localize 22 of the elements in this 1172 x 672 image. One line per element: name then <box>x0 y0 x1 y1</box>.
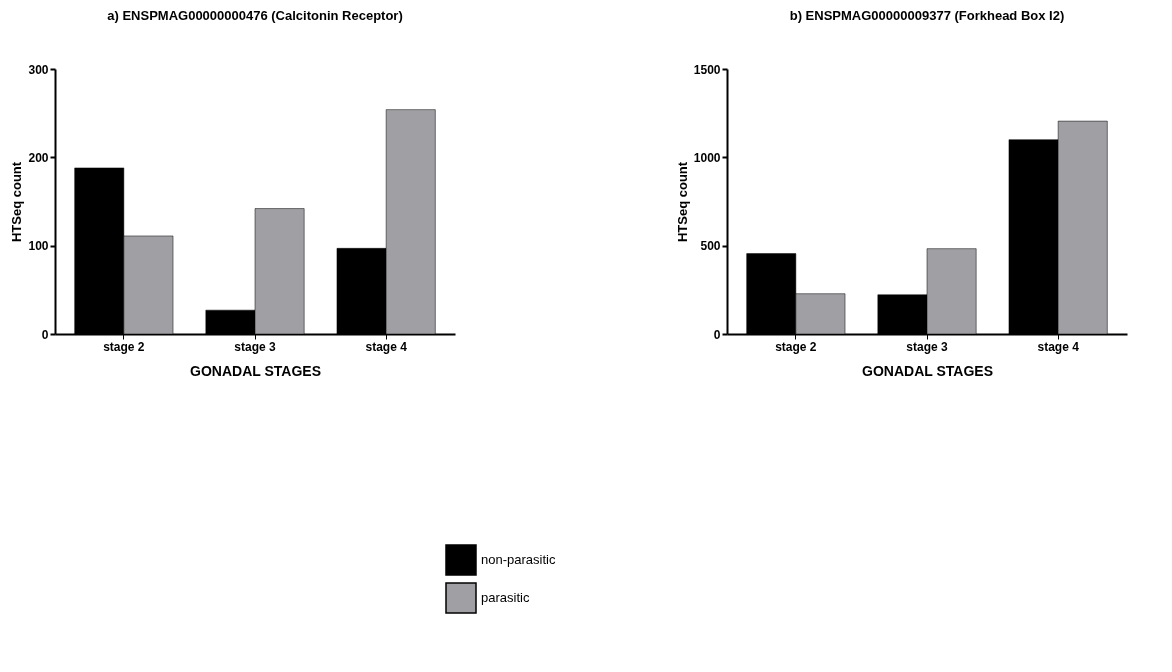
x-tick-label: stage 3 <box>906 339 948 354</box>
x-axis-title: GONADAL STAGES <box>190 362 321 379</box>
y-tick-label: 1000 <box>693 150 721 165</box>
x-axis-title: GONADAL STAGES <box>862 362 993 379</box>
x-tick-label: stage 2 <box>103 339 145 354</box>
chart-title: a) ENSPMAG00000000476 (Calcitonin Receptor) <box>107 8 403 23</box>
y-tick-label: 200 <box>28 150 49 165</box>
legend-label: non-parasitic <box>481 552 556 567</box>
x-tick-label: stage 4 <box>1037 339 1080 354</box>
x-tick-label: stage 4 <box>365 339 408 354</box>
y-tick-label: 0 <box>713 327 721 342</box>
chart-title: b) ENSPMAG00000009377 (Forkhead Box I2) <box>789 8 1065 23</box>
legend-label: parasitic <box>481 590 530 605</box>
y-axis-title: HTSeq count <box>674 161 690 243</box>
y-axis-title: HTSeq count <box>9 161 25 243</box>
y-tick-label: 300 <box>28 62 49 77</box>
x-tick-label: stage 2 <box>775 339 817 354</box>
x-tick-label: stage 3 <box>234 339 276 354</box>
y-tick-label: 100 <box>28 239 49 254</box>
y-tick-label: 1500 <box>693 62 721 77</box>
y-tick-label: 0 <box>41 327 49 342</box>
y-tick-label: 500 <box>700 239 721 254</box>
